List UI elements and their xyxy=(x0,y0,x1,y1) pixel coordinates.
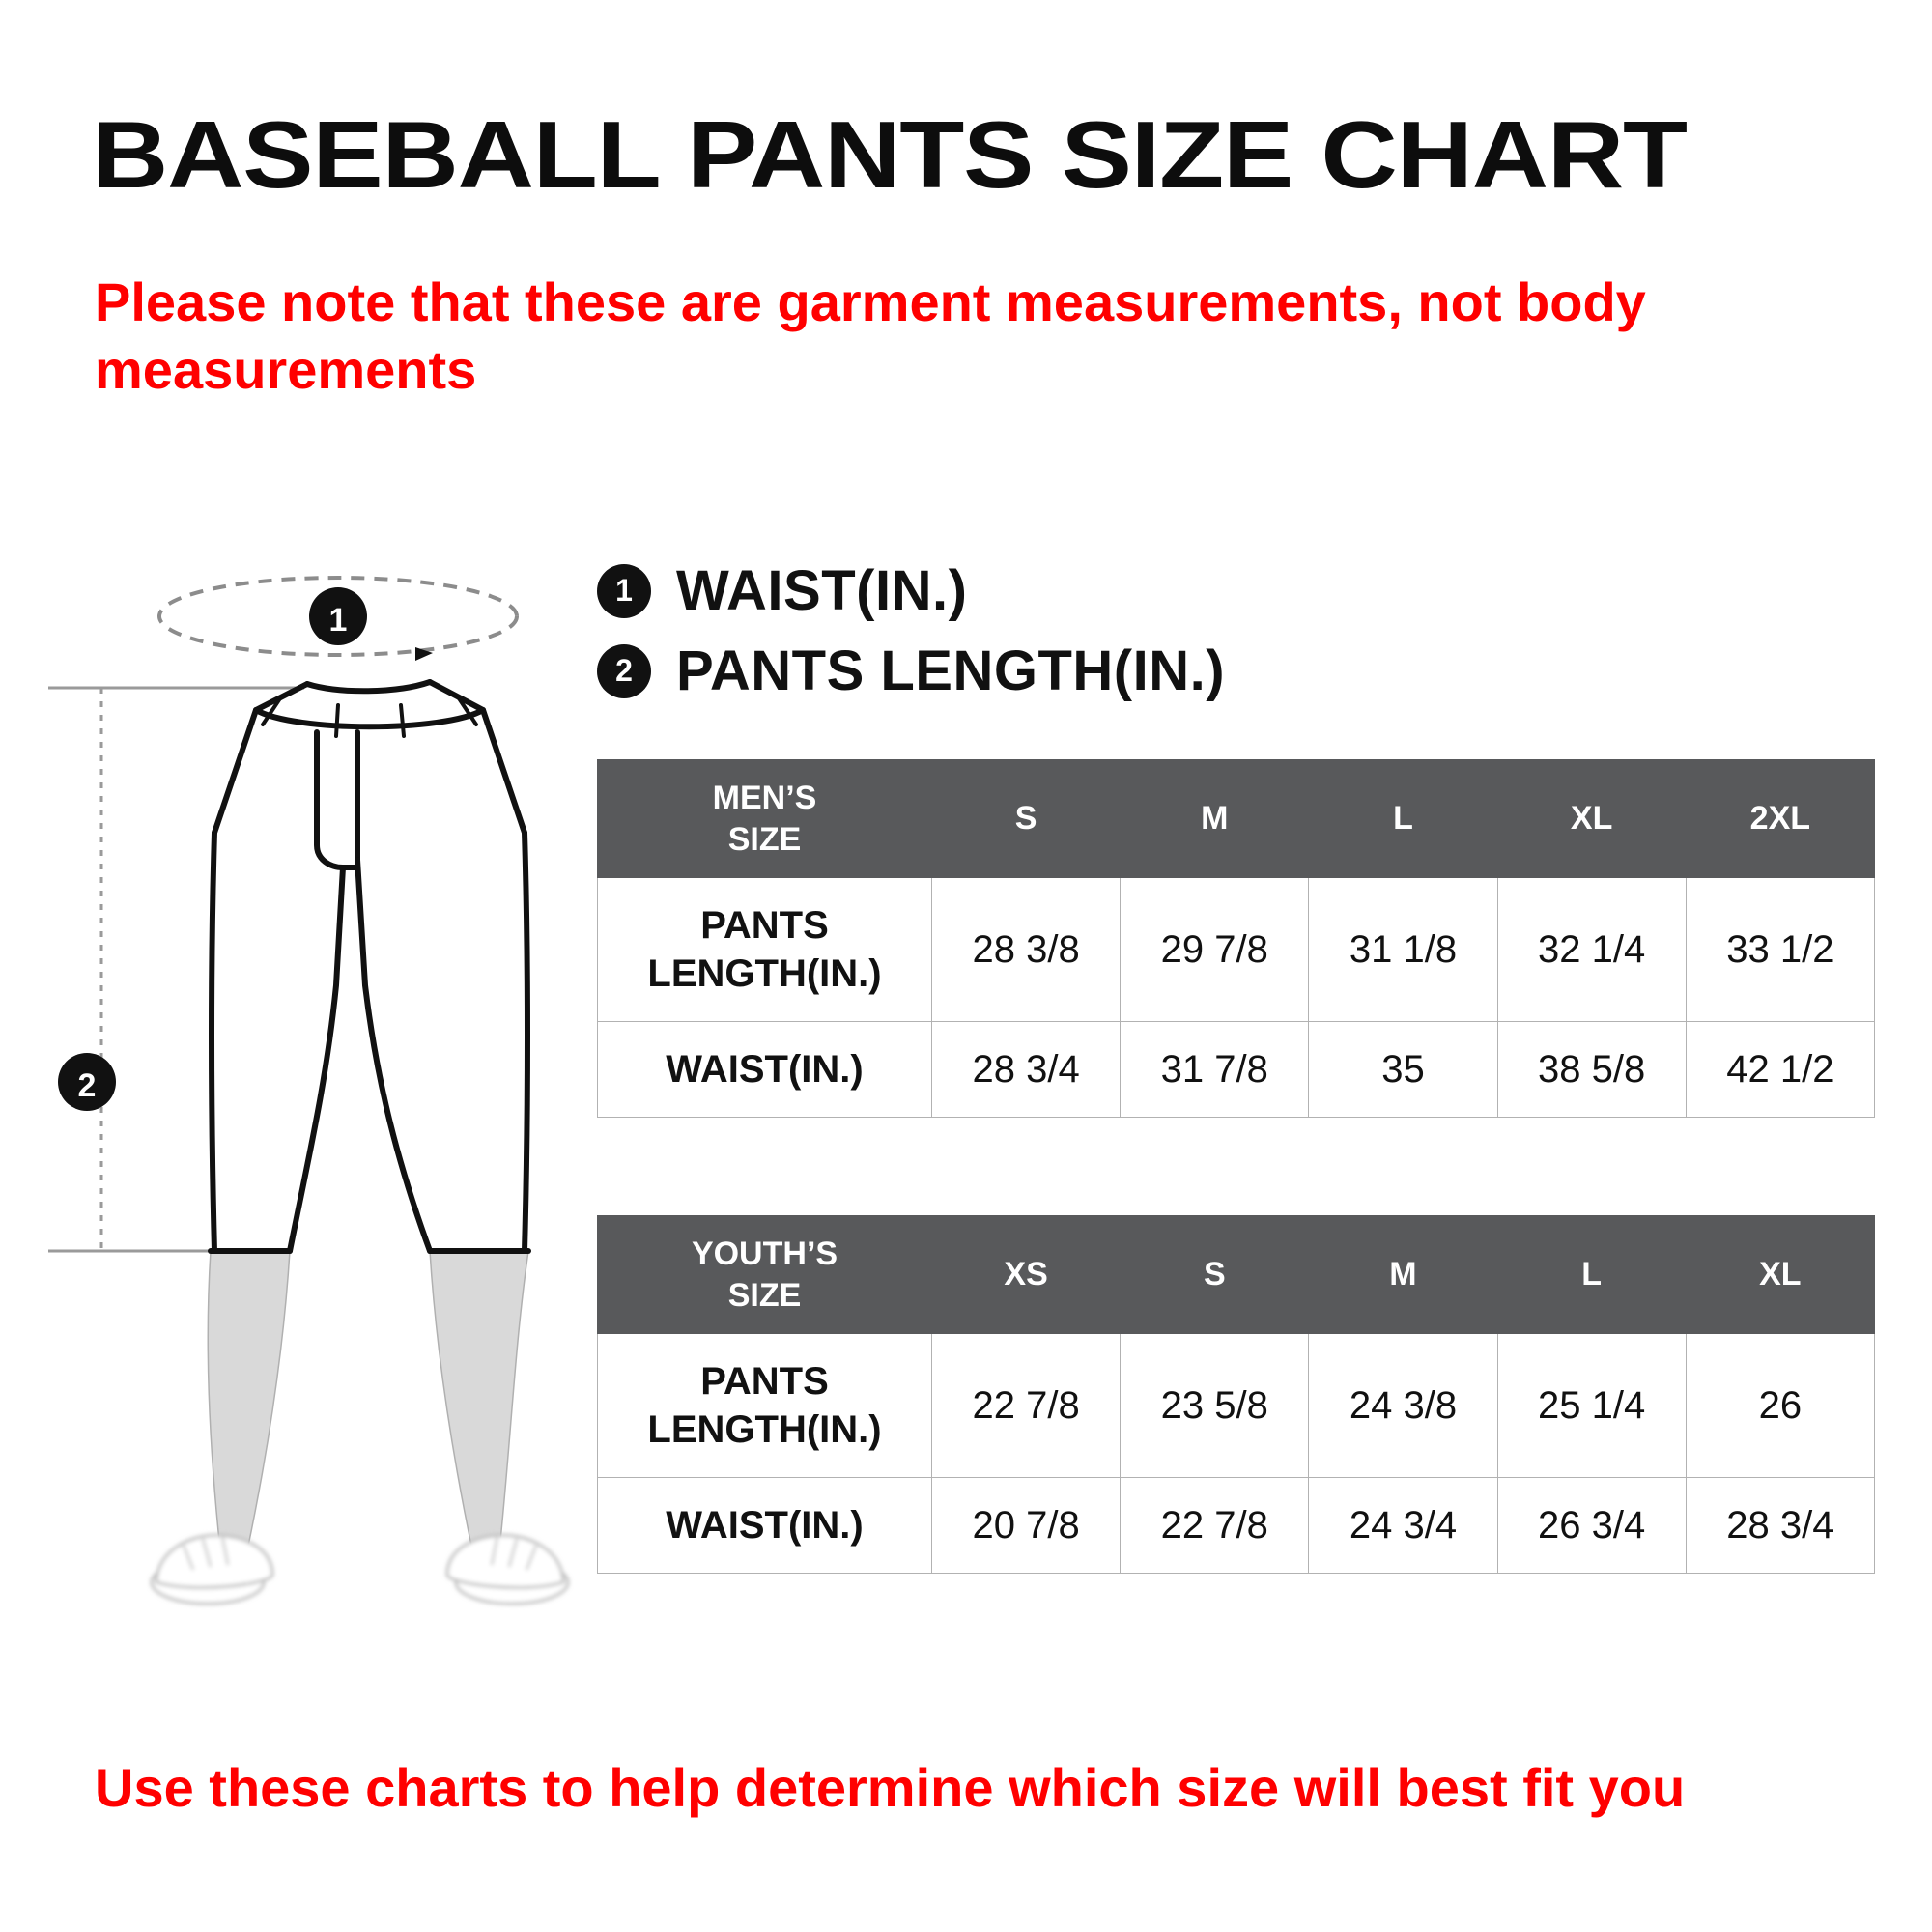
svg-text:2: 2 xyxy=(78,1067,97,1104)
svg-text:1: 1 xyxy=(329,602,348,639)
